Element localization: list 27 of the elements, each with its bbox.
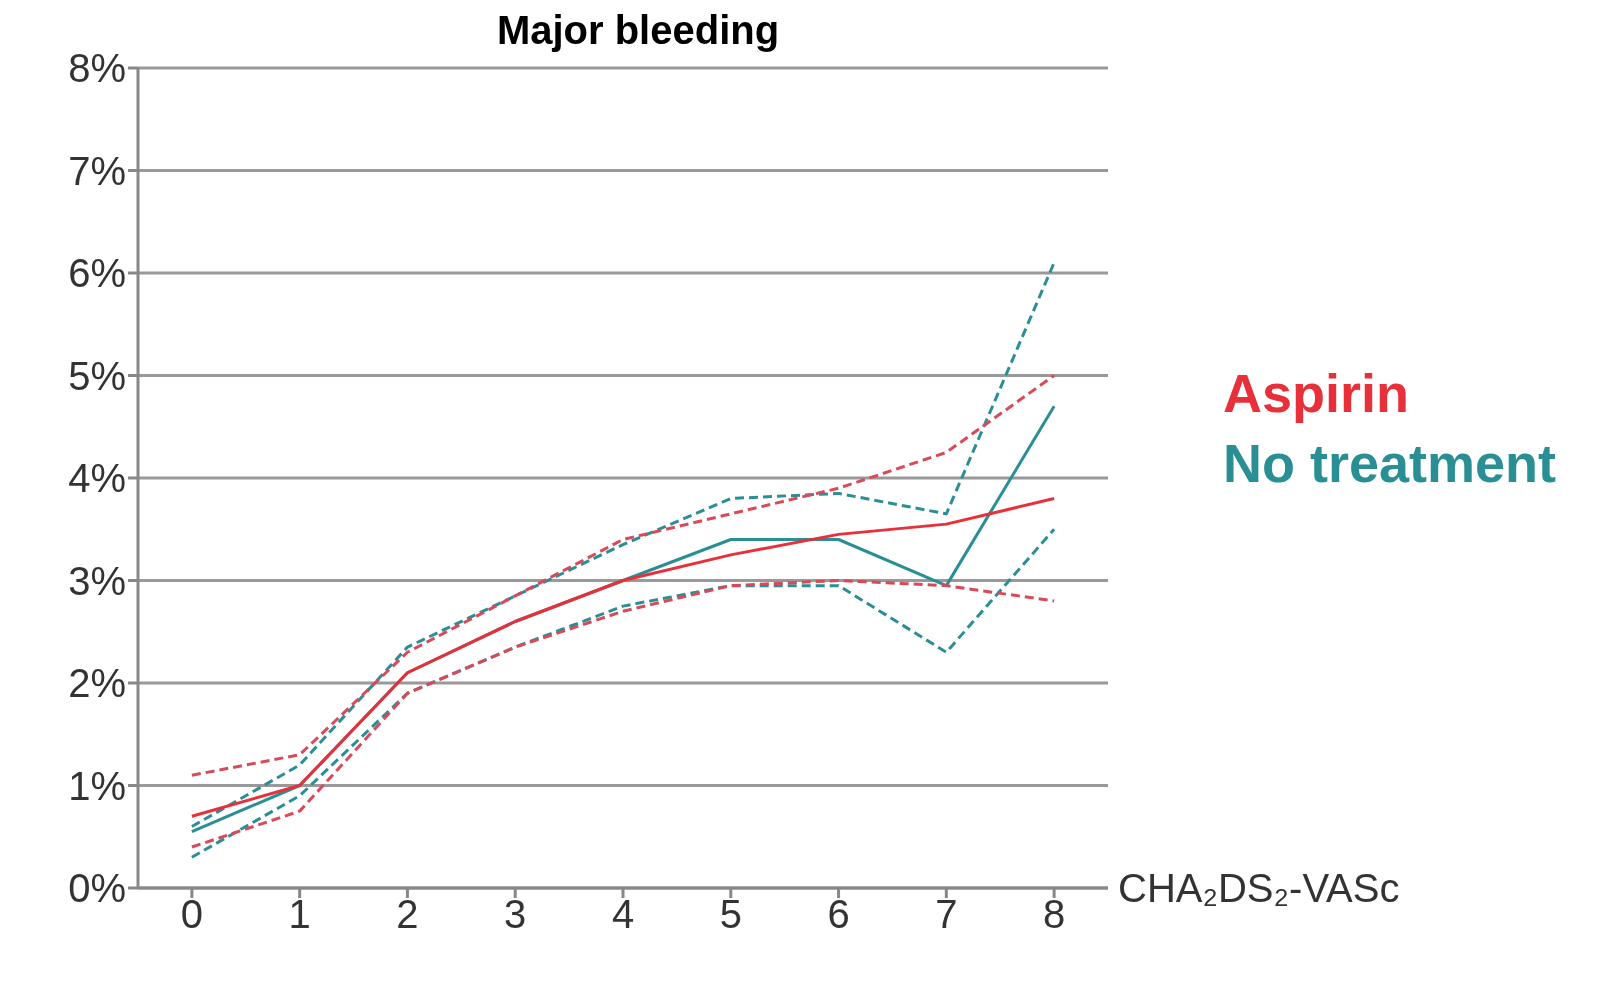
line-series: [190, 374, 1056, 777]
x-tick-label: 1: [288, 892, 311, 937]
y-tick-label: 8%: [68, 46, 126, 91]
x-axis-title: CHA₂DS₂-VASc: [1118, 866, 1400, 911]
x-tick-label: 8: [1042, 892, 1066, 937]
y-tick-label: 6%: [68, 251, 126, 296]
line-series: [190, 579, 1056, 849]
x-tick-label: 3: [504, 892, 527, 937]
line-series: [190, 497, 1056, 818]
y-tick-label: 4%: [68, 456, 126, 501]
x-tick-label: 2: [396, 892, 419, 937]
x-tick-label: 0: [180, 892, 204, 937]
text: No treatment: [1223, 432, 1557, 495]
x-tick-label: 6: [827, 892, 850, 937]
x-tick-label: 5: [719, 892, 742, 937]
y-tick-label: 0%: [68, 866, 126, 911]
chart-title: Major bleeding: [495, 8, 781, 53]
y-tick-label: 5%: [68, 353, 126, 398]
line-series: [190, 527, 1056, 859]
line-series: [190, 261, 1056, 828]
y-tick-label: 1%: [68, 763, 126, 808]
y-tick-label: 2%: [68, 661, 126, 706]
x-tick-label: 4: [611, 892, 635, 937]
y-tick-label: 7%: [68, 148, 126, 193]
text: Aspirin: [1223, 362, 1411, 425]
y-tick-label: 3%: [68, 558, 126, 603]
x-tick-label: 7: [935, 892, 958, 937]
